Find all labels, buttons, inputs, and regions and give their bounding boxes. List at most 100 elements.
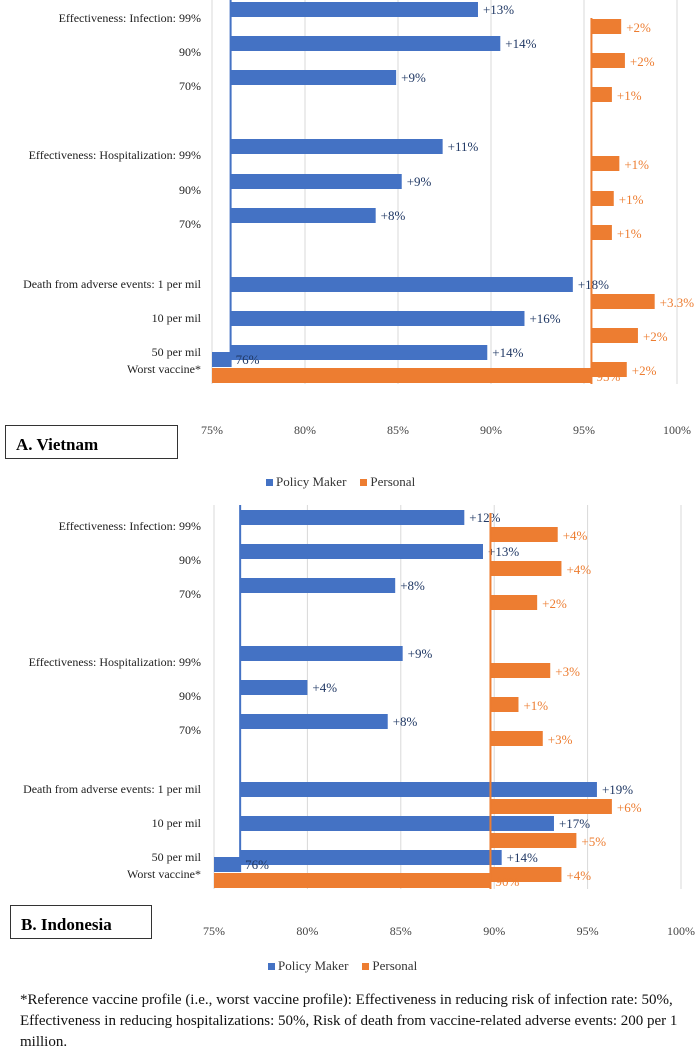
bar-personal — [490, 697, 519, 712]
category-label: 90% — [179, 553, 201, 567]
data-label-policy-maker: +9% — [408, 646, 433, 661]
bar-policy-maker — [240, 646, 403, 661]
data-label-personal: 95% — [596, 369, 620, 384]
bar-personal — [591, 225, 612, 240]
x-tick-label: 75% — [201, 423, 223, 437]
bar-policy-maker — [240, 680, 308, 695]
x-tick-label: 75% — [203, 924, 225, 938]
x-tick-label: 100% — [663, 423, 691, 437]
data-label-policy-maker: +12% — [469, 510, 500, 525]
data-label-personal: +2% — [626, 20, 651, 35]
data-label-policy-maker: +13% — [488, 544, 519, 559]
category-label: 90% — [179, 183, 201, 197]
data-label-policy-maker: +18% — [578, 277, 609, 292]
category-label: 70% — [179, 723, 201, 737]
bar-policy-maker — [230, 70, 397, 85]
data-label-personal: +1% — [624, 157, 649, 172]
category-label: Effectiveness: Infection: 99% — [59, 11, 201, 25]
bar-personal — [490, 595, 538, 610]
data-label-personal: +5% — [581, 834, 606, 849]
x-tick-label: 100% — [667, 924, 695, 938]
data-label-personal: +1% — [619, 192, 644, 207]
category-label: 50 per mil — [152, 850, 202, 864]
bar-policy-maker — [240, 578, 396, 593]
legend-item-policy-maker: Policy Maker — [266, 474, 346, 490]
panel-title-indonesia: B. Indonesia — [10, 905, 152, 939]
bar-personal — [591, 87, 612, 102]
category-label: Worst vaccine* — [127, 867, 201, 881]
data-label-policy-maker: +4% — [312, 680, 337, 695]
category-label: 90% — [179, 45, 201, 59]
data-label-personal: +2% — [630, 54, 655, 69]
data-label-personal: +6% — [617, 800, 642, 815]
x-tick-label: 80% — [294, 423, 316, 437]
bar-personal — [490, 561, 562, 576]
category-label: 90% — [179, 689, 201, 703]
data-label-policy-maker: +14% — [507, 850, 538, 865]
data-label-policy-maker: +13% — [483, 2, 514, 17]
x-tick-label: 80% — [296, 924, 318, 938]
legend-item-policy-maker: Policy Maker — [268, 958, 348, 974]
data-label-personal: +4% — [566, 868, 591, 883]
bar-personal — [591, 156, 620, 171]
category-label: Death from adverse events: 1 per mil — [23, 782, 202, 796]
legend-a: Policy Maker Personal — [266, 474, 415, 490]
data-label-policy-maker: +11% — [448, 139, 479, 154]
bar-personal — [214, 873, 491, 888]
bar-policy-maker — [240, 850, 502, 865]
bar-policy-maker — [230, 139, 443, 154]
bar-policy-maker — [230, 208, 376, 223]
x-tick-label: 85% — [390, 924, 412, 938]
data-label-policy-maker: +17% — [559, 816, 590, 831]
bar-policy-maker — [240, 816, 554, 831]
data-label-policy-maker: 76% — [236, 352, 260, 367]
x-tick-label: 95% — [573, 423, 595, 437]
bar-personal — [591, 328, 638, 343]
legend-item-personal: Personal — [360, 474, 415, 490]
category-label: 50 per mil — [152, 345, 202, 359]
category-label: 70% — [179, 79, 201, 93]
data-label-policy-maker: +8% — [393, 714, 418, 729]
bar-personal — [490, 799, 612, 814]
x-tick-label: 90% — [480, 423, 502, 437]
bar-personal — [591, 53, 625, 68]
category-label: 70% — [179, 587, 201, 601]
bar-policy-maker — [214, 857, 241, 872]
bar-policy-maker — [230, 277, 573, 292]
bar-personal — [591, 19, 622, 34]
bar-personal — [490, 663, 551, 678]
x-tick-label: 90% — [483, 924, 505, 938]
bar-personal — [591, 191, 614, 206]
category-label: 10 per mil — [152, 816, 202, 830]
bar-policy-maker — [240, 714, 388, 729]
bar-policy-maker — [240, 544, 483, 559]
category-label: Effectiveness: Infection: 99% — [59, 519, 201, 533]
data-label-policy-maker: +14% — [505, 36, 536, 51]
data-label-policy-maker: +8% — [381, 208, 406, 223]
category-label: Death from adverse events: 1 per mil — [23, 277, 202, 291]
category-label: 10 per mil — [152, 311, 202, 325]
data-label-personal: +3% — [548, 732, 573, 747]
legend-b: Policy Maker Personal — [268, 958, 417, 974]
data-label-policy-maker: +14% — [492, 345, 523, 360]
bar-policy-maker — [230, 345, 488, 360]
panel-title-vietnam: A. Vietnam — [5, 425, 178, 459]
bar-policy-maker — [230, 311, 525, 326]
data-label-personal: +1% — [617, 226, 642, 241]
data-label-personal: +2% — [542, 596, 567, 611]
bar-policy-maker — [240, 782, 597, 797]
x-tick-label: 85% — [387, 423, 409, 437]
legend-item-personal: Personal — [362, 958, 417, 974]
data-label-personal: +4% — [566, 562, 591, 577]
bar-personal — [490, 527, 558, 542]
bar-personal — [490, 833, 577, 848]
data-label-personal: +3% — [555, 664, 580, 679]
category-label: Effectiveness: Hospitalization: 99% — [29, 148, 201, 162]
x-tick-label: 95% — [577, 924, 599, 938]
data-label-personal: +2% — [632, 363, 657, 378]
data-label-personal: +2% — [643, 329, 668, 344]
data-label-personal: 90% — [495, 874, 519, 889]
data-label-policy-maker: +8% — [400, 578, 425, 593]
data-label-policy-maker: +16% — [529, 311, 560, 326]
